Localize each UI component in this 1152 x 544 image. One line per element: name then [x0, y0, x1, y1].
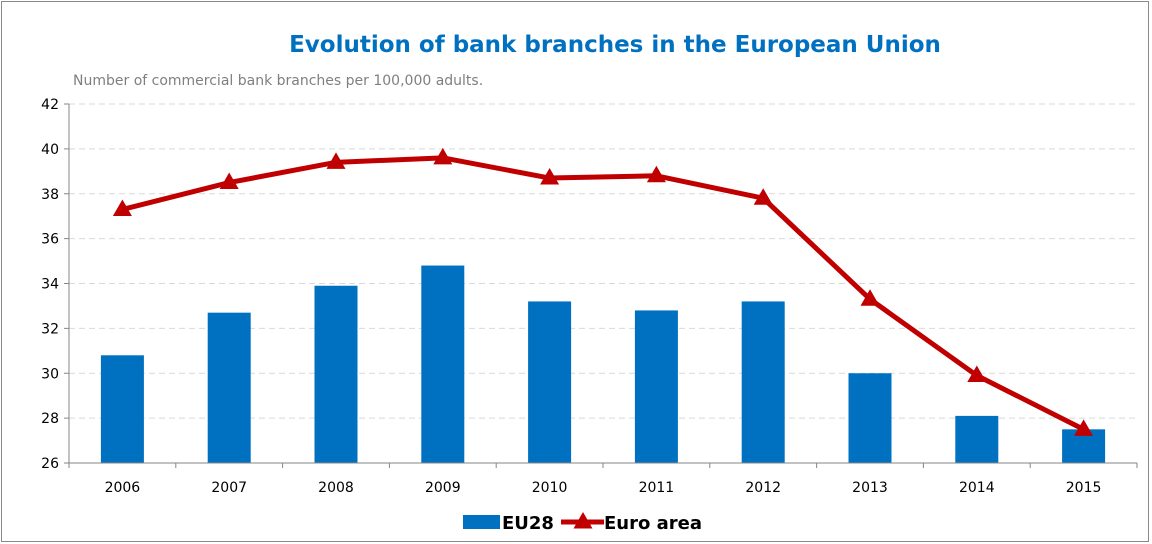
euro-area-point	[540, 168, 560, 185]
eu28-bar	[314, 285, 358, 463]
euro-area-series-line	[121, 155, 1085, 432]
eu28-bar	[421, 265, 465, 463]
eu28-bar	[100, 355, 144, 463]
y-tick-label: 36	[41, 232, 59, 248]
euro-area-point	[219, 172, 239, 190]
euro-area-point	[646, 165, 666, 183]
euro-area-point	[112, 199, 132, 216]
x-tick-label: 2013	[852, 480, 888, 496]
euro-area-point	[433, 147, 453, 165]
eu28-bar	[634, 310, 678, 463]
y-tick-label: 34	[41, 277, 59, 293]
x-tick-label: 2015	[1066, 480, 1102, 496]
eu28-bar	[955, 415, 999, 463]
legend-marker-euro-area	[573, 512, 593, 529]
y-tick-label: 38	[41, 187, 59, 203]
x-tick-label: 2007	[211, 480, 247, 496]
x-tick-label: 2009	[425, 480, 461, 496]
y-tick-label: 26	[41, 456, 59, 472]
eu28-bar	[207, 312, 251, 463]
legend: EU28 Euro area	[463, 512, 702, 534]
y-tick-label: 32	[41, 321, 59, 337]
euro-area-point	[326, 152, 346, 169]
legend-swatch-eu28	[463, 515, 500, 529]
eu28-bar	[741, 301, 785, 463]
eu28-bars	[100, 265, 1106, 463]
eu28-bar	[528, 301, 572, 463]
x-tick-label: 2012	[745, 480, 781, 496]
y-tick-label: 28	[41, 411, 59, 427]
euro-area-point	[1074, 419, 1094, 436]
euro-area-line	[112, 147, 1094, 436]
y-tick-label: 42	[41, 97, 59, 113]
legend-label-euro-area: Euro area	[604, 513, 702, 534]
axes: 26 28 30 32 34 36 38 40 42 2006 2007 2008 2009 2010 20…	[41, 97, 1138, 496]
x-tick-label: 2014	[959, 480, 995, 496]
euro-area-point	[860, 289, 880, 306]
x-tick-label: 2006	[105, 480, 141, 496]
chart-title: Evolution of bank branches in the Europe…	[289, 32, 941, 58]
legend-label-eu28: EU28	[502, 513, 554, 534]
euro-area-point	[967, 365, 987, 382]
x-tick-label: 2008	[318, 480, 354, 496]
eu28-bar	[848, 373, 892, 463]
y-tick-label: 40	[41, 142, 59, 158]
x-tick-label: 2010	[532, 480, 568, 496]
y-tick-label: 30	[41, 366, 59, 382]
x-tick-label: 2011	[639, 480, 675, 496]
euro-area-point	[753, 188, 773, 205]
grid-lines	[69, 103, 1137, 419]
chart-subtitle: Number of commercial bank branches per 1…	[73, 73, 483, 89]
